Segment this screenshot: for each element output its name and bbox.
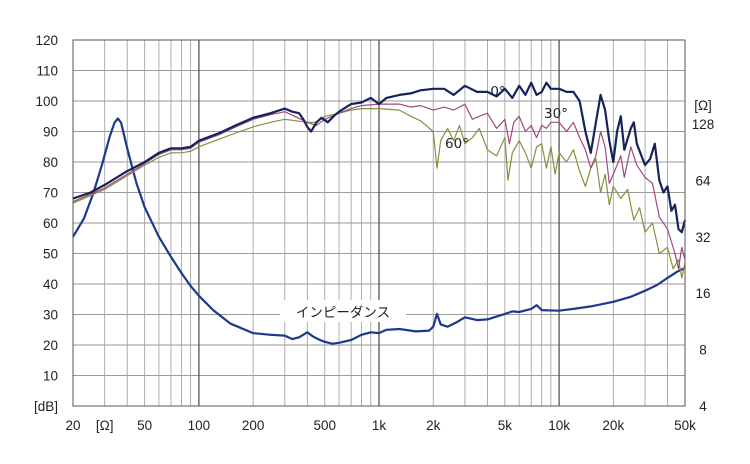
series-line-0	[72, 81, 687, 234]
y-tick-label: 120	[35, 33, 58, 48]
series-annotation-2: 60°	[445, 136, 469, 152]
grid	[72, 39, 686, 407]
series-annotation-1: 30°	[544, 106, 568, 122]
y-tick-label: 30	[43, 308, 58, 323]
y-tick-label: 50	[43, 247, 58, 262]
y-tick-label: [dB]	[34, 399, 58, 414]
y-tick-label: 110	[36, 64, 58, 79]
series-group	[72, 81, 687, 345]
x-tick-label: [Ω]	[96, 418, 114, 433]
x-tick-label: 20k	[602, 418, 624, 433]
y-tick-label: 90	[43, 125, 58, 140]
y-tick-label: 10	[43, 369, 58, 384]
y-tick-label: 100	[35, 94, 58, 109]
x-tick-label: 10k	[548, 418, 570, 433]
right-axis-unit: [Ω]	[694, 98, 712, 113]
y-tick-label: 60	[43, 216, 58, 231]
right-tick-label: 16	[695, 286, 710, 301]
series-annotation-3: インピーダンス	[296, 305, 390, 321]
series-line-3	[72, 117, 686, 345]
y-tick-label: 40	[43, 277, 58, 292]
x-tick-label: 1k	[372, 418, 387, 433]
y-tick-label: 70	[43, 186, 58, 201]
right-tick-label: 8	[699, 343, 707, 358]
x-tick-label: 20	[65, 418, 80, 433]
impedance-label-background	[280, 300, 406, 322]
plot-frame	[72, 39, 686, 407]
series-line-1	[72, 103, 686, 270]
right-tick-label: 32	[695, 230, 710, 245]
x-tick-label: 100	[188, 418, 211, 433]
y-tick-label: 20	[43, 338, 58, 353]
x-tick-label: 500	[314, 418, 337, 433]
right-tick-label: 128	[692, 117, 715, 132]
y-tick-label: 80	[43, 155, 58, 170]
series-line-2	[72, 108, 686, 279]
right-tick-label: 4	[699, 399, 707, 414]
x-tick-label: 200	[242, 418, 265, 433]
x-tick-label: 2k	[426, 418, 441, 433]
annotations: 0° 30° 60° インピーダンス	[296, 84, 568, 321]
tick-labels: [dB] 10 20 30 40 50 60 70 80 90 100 110 120 20 [Ω] 50 10…	[34, 33, 714, 433]
x-tick-label: 5k	[498, 418, 513, 433]
series-annotation-0: 0°	[490, 84, 505, 100]
right-tick-label: 64	[695, 173, 711, 188]
x-tick-label: 50k	[674, 418, 696, 433]
x-tick-label: 50	[137, 418, 152, 433]
